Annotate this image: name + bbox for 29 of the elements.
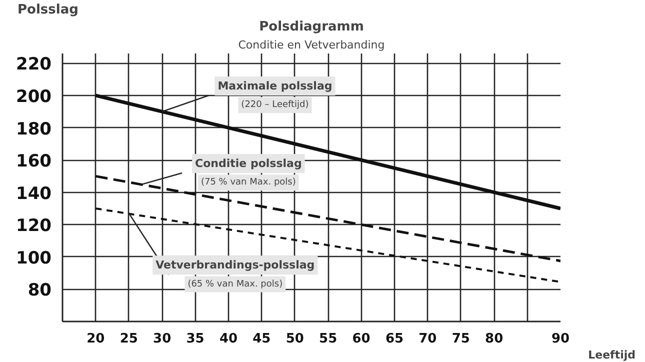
x-tick-label: 50: [286, 332, 304, 346]
x-tick-label: 90: [551, 332, 570, 346]
x-tick-label: 80: [485, 332, 504, 346]
x-axis-title: Leeftijd: [588, 348, 636, 362]
annotation: Vetverbrandings-polsslag (65 % van Max. pols): [156, 258, 315, 290]
x-tick-label: 45: [252, 332, 271, 346]
x-tick-label: 75: [452, 332, 470, 346]
y-tick-label: 220: [16, 54, 52, 75]
x-tick-label: 70: [418, 332, 437, 346]
x-tick-label: 20: [86, 332, 105, 346]
y-tick-label: 80: [28, 280, 52, 301]
x-tick-label: 40: [219, 332, 238, 346]
chart-title: Polsdiagramm: [259, 20, 364, 34]
x-tick-label: 30: [153, 332, 172, 346]
y-tick-label: 100: [16, 248, 52, 268]
x-tick-label: 65: [385, 332, 404, 346]
chart-subtitle: Conditie en Vetverbanding: [238, 38, 385, 52]
x-tick-label: 55: [319, 332, 338, 346]
x-tick-label: 25: [120, 332, 138, 346]
annotation: Maximale polsslag (220 – Leeftijd): [218, 79, 332, 110]
annotation: Conditie polsslag (75 % van Max. pols): [195, 156, 302, 188]
x-tick-label: 60: [352, 332, 370, 346]
y-axis-title: Polsslag: [18, 2, 78, 18]
y-tick-label: 180: [16, 119, 52, 140]
x-tick-label: 35: [186, 332, 204, 346]
y-tick-label: 160: [16, 152, 52, 172]
y-tick-label: 120: [16, 216, 52, 236]
y-tick-label: 200: [16, 86, 52, 107]
y-tick-label: 140: [16, 184, 52, 204]
